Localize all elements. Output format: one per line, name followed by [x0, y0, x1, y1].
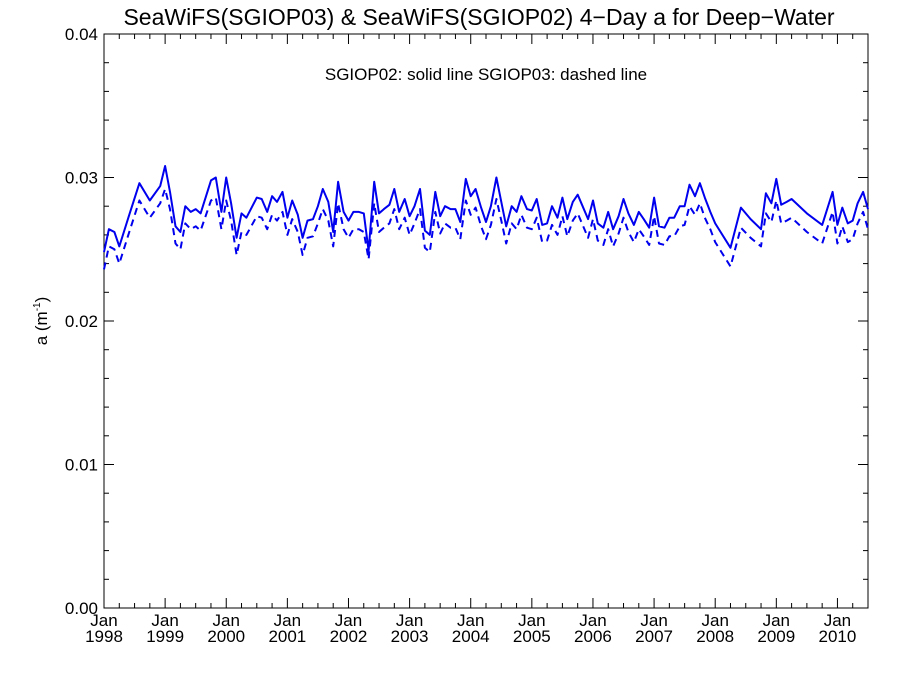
x-tick-month: Jan	[396, 611, 423, 630]
x-tick-month: Jan	[518, 611, 545, 630]
y-tick-label: 0.04	[65, 25, 98, 44]
x-tick-year: 2008	[696, 627, 734, 646]
x-tick-year: 2004	[452, 627, 490, 646]
line-style-note: SGIOP02: solid line SGIOP03: dashed line	[325, 65, 647, 84]
x-tick-year: 2009	[757, 627, 795, 646]
x-axis-ticks: Jan1998Jan1999Jan2000Jan2001Jan2002Jan20…	[85, 34, 869, 646]
x-tick-year: 2006	[574, 627, 612, 646]
x-tick-year: 2002	[330, 627, 368, 646]
x-tick-month: Jan	[701, 611, 728, 630]
x-tick-year: 2007	[635, 627, 673, 646]
x-tick-month: Jan	[213, 611, 240, 630]
x-tick-month: Jan	[824, 611, 851, 630]
x-tick-month: Jan	[457, 611, 484, 630]
x-tick-year: 2000	[207, 627, 245, 646]
y-axis-label-main: a (m	[32, 311, 51, 345]
y-axis-ticks: 0.00 0.01 0.02 0.03 0.04	[65, 25, 868, 618]
series-line-sgiop02	[103, 165, 869, 253]
x-tick-year: 1998	[85, 627, 123, 646]
x-tick-month: Jan	[274, 611, 301, 630]
series-layer	[103, 165, 869, 270]
x-tick-year: 2010	[819, 627, 857, 646]
x-tick-month: Jan	[335, 611, 362, 630]
y-axis-label-close: )	[32, 297, 51, 303]
y-tick-label: 0.03	[65, 169, 98, 188]
x-tick-month: Jan	[90, 611, 117, 630]
x-tick-year: 2001	[268, 627, 306, 646]
plot-frame	[103, 33, 869, 609]
x-tick-month: Jan	[640, 611, 667, 630]
y-tick-label: 0.01	[65, 456, 98, 475]
chart-title: SeaWiFS(SGIOP03) & SeaWiFS(SGIOP02) 4−Da…	[123, 4, 834, 30]
x-tick-month: Jan	[763, 611, 790, 630]
y-tick-label: 0.02	[65, 312, 98, 331]
x-tick-year: 2005	[513, 627, 551, 646]
y-axis-label: a (m-1)	[32, 297, 51, 346]
x-tick-month: Jan	[579, 611, 606, 630]
x-tick-year: 2003	[391, 627, 429, 646]
series-line-sgiop03	[103, 188, 869, 270]
y-axis-label-superscript: -1	[32, 302, 43, 311]
y-tick-label: 0.00	[65, 599, 98, 618]
x-tick-year: 1999	[146, 627, 184, 646]
x-tick-month: Jan	[151, 611, 178, 630]
